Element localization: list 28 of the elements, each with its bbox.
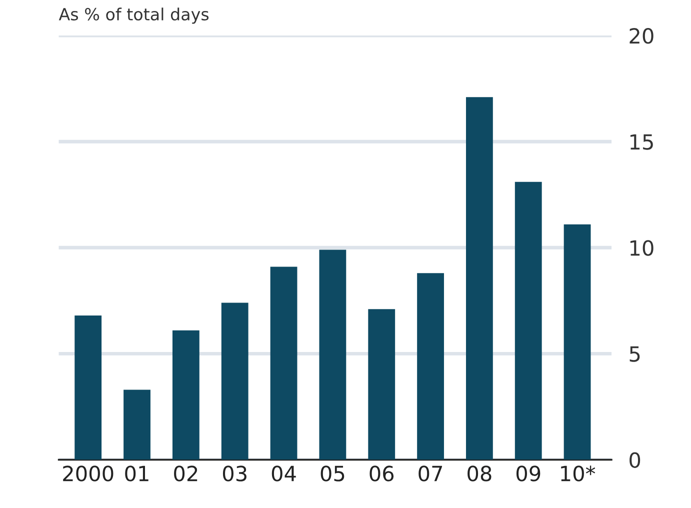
x-tick-label: 04 <box>272 466 296 482</box>
y-tick-label: 5 <box>630 346 640 362</box>
x-tick-label: 09 <box>516 466 540 482</box>
bar <box>124 390 150 460</box>
x-tick-label: 03 <box>222 466 246 482</box>
y-tick-label: 20 <box>630 28 654 44</box>
bar <box>417 273 444 460</box>
bar <box>514 182 542 460</box>
x-tick-label: 07 <box>418 466 442 482</box>
bar <box>270 266 298 460</box>
bar <box>172 330 200 460</box>
bar <box>564 224 591 460</box>
x-tick-label: 01 <box>125 466 148 482</box>
x-tick-label: 2000 <box>63 466 114 482</box>
bar <box>368 309 396 460</box>
bar <box>74 316 102 460</box>
y-tick-label: 0 <box>630 452 640 468</box>
y-tick-label: 10 <box>630 240 654 256</box>
x-tick-label: 02 <box>174 466 198 482</box>
y-tick-label: 15 <box>630 134 653 150</box>
x-tick-label: 08 <box>468 466 492 482</box>
bar <box>221 302 248 460</box>
x-tick-label: 10* <box>561 466 596 482</box>
y-axis-title: As % of total days <box>58 8 209 24</box>
bar <box>319 250 346 460</box>
x-tick-label: 06 <box>370 466 394 482</box>
x-tick-label: 05 <box>320 466 344 482</box>
bar <box>466 97 493 460</box>
